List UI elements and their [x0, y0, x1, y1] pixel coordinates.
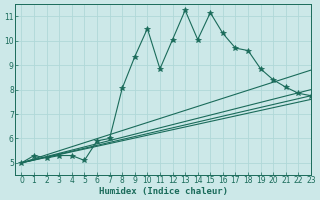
X-axis label: Humidex (Indice chaleur): Humidex (Indice chaleur)	[99, 187, 228, 196]
